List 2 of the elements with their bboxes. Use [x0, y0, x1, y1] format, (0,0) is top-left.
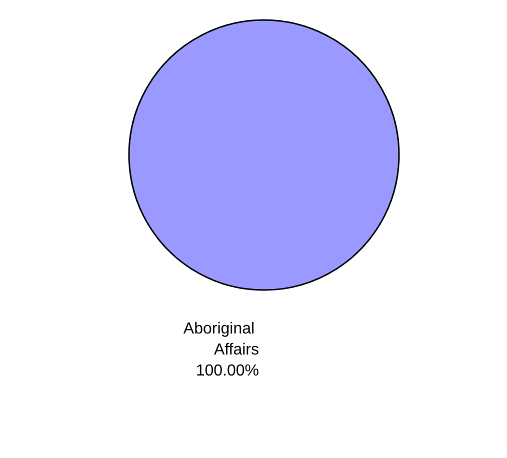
- data-label: 100.00%: [196, 362, 259, 380]
- slice-label: Aboriginal Affairs: [183, 320, 259, 358]
